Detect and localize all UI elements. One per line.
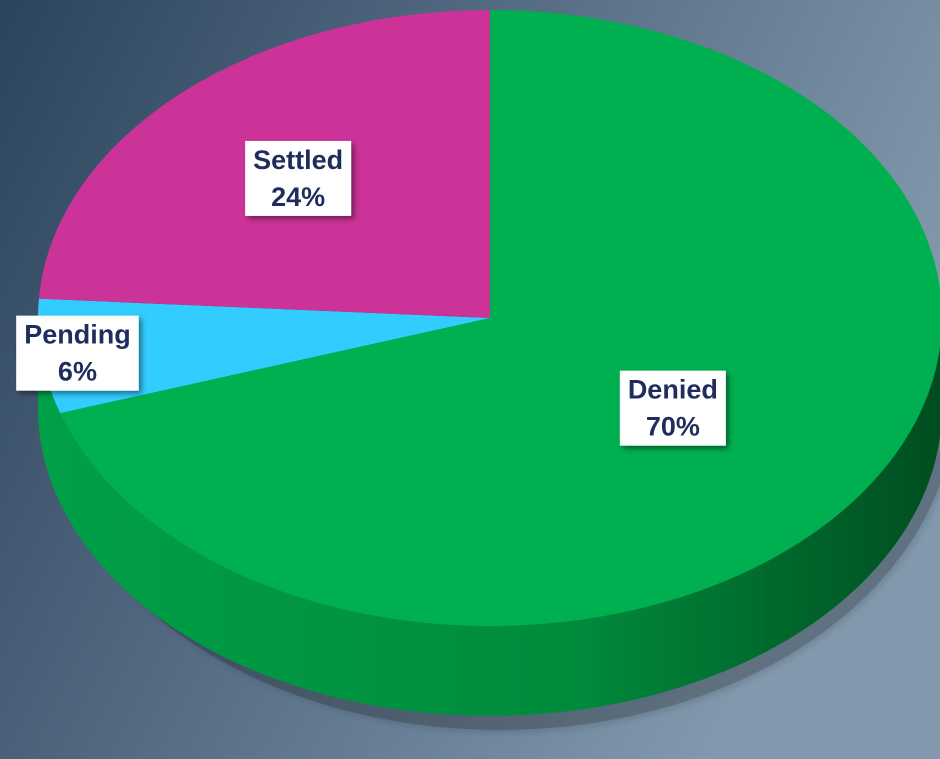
pie-slice: [60, 10, 940, 626]
data-label: Settled 24%: [245, 140, 352, 216]
value-label: 24%: [271, 182, 325, 212]
label-box: [245, 140, 352, 216]
category-label: Denied: [628, 375, 718, 405]
data-label: Pending 6%: [16, 315, 139, 391]
pie-side: [38, 318, 940, 716]
category-label: Pending: [24, 320, 131, 350]
value-label: 70%: [646, 412, 700, 442]
value-label: 6%: [58, 357, 97, 387]
pie-slice: [38, 298, 490, 414]
data-label: Denied 70%: [619, 370, 726, 446]
label-box: [16, 315, 139, 391]
category-label: Settled: [253, 145, 343, 175]
label-box: [619, 370, 726, 446]
